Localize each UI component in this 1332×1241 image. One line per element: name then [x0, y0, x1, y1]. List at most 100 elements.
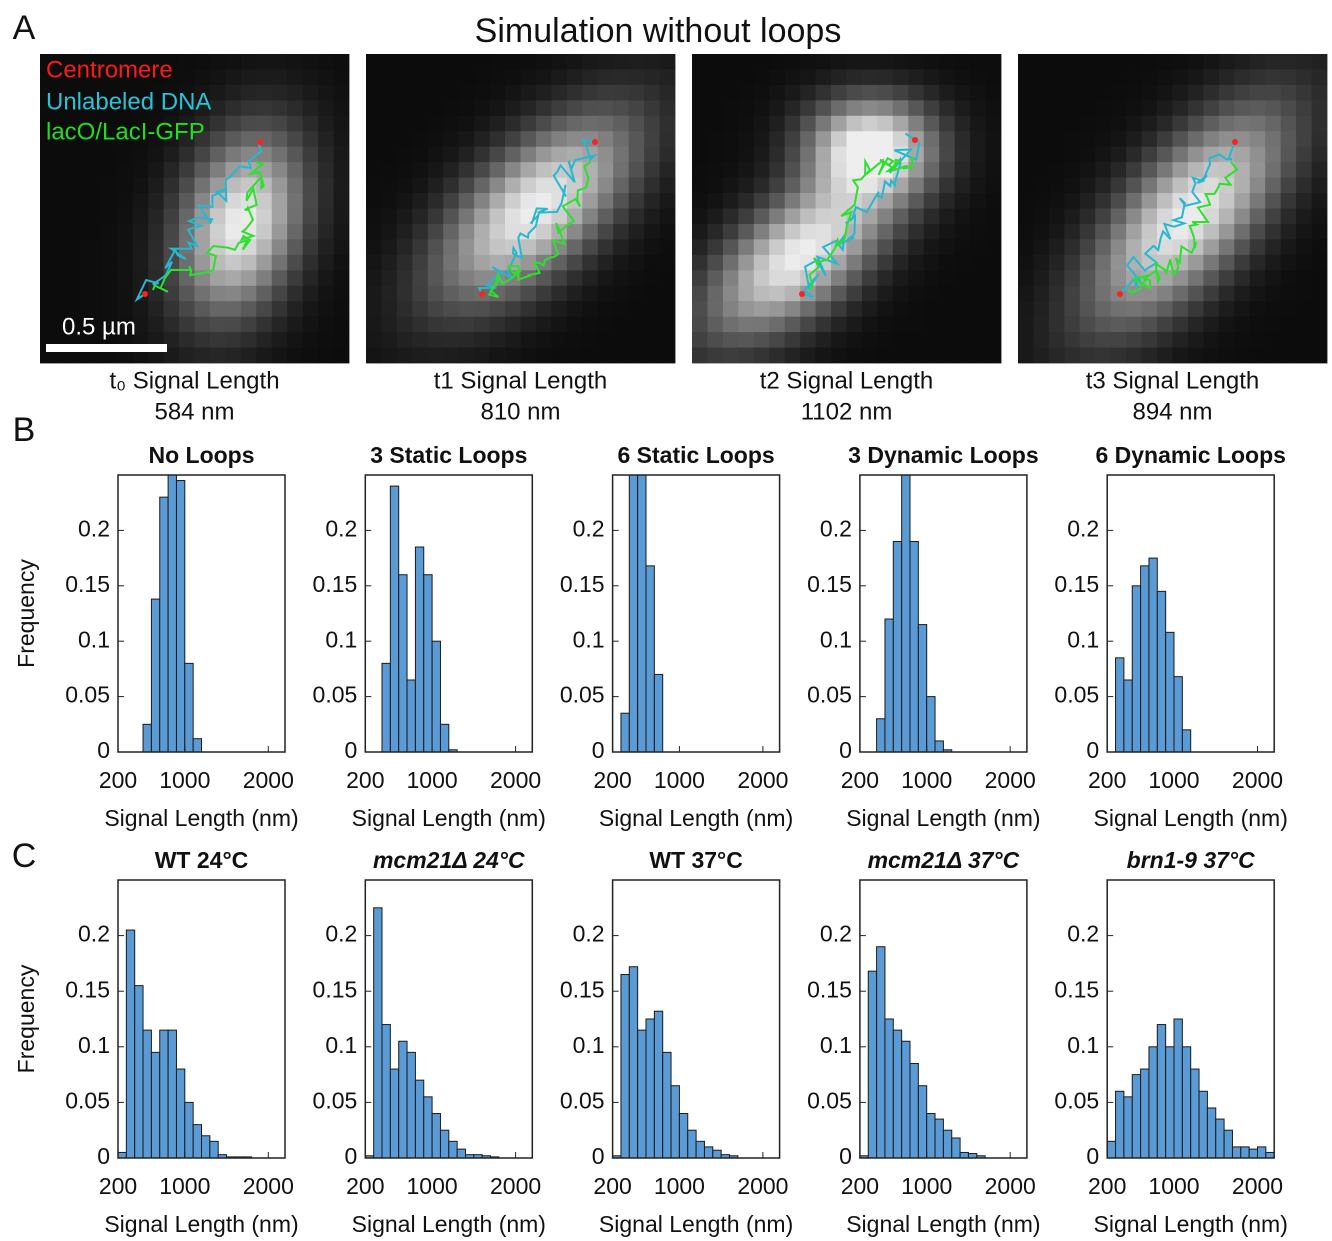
image-pixel — [892, 208, 909, 225]
image-pixel — [366, 208, 382, 225]
image-pixel — [1048, 347, 1065, 364]
image-pixel — [769, 69, 786, 86]
image-pixel — [722, 193, 739, 209]
image-pixel — [412, 131, 429, 148]
image-pixel — [535, 54, 552, 70]
image-pixel — [333, 84, 350, 101]
image-pixel — [489, 316, 506, 333]
image-pixel — [985, 254, 1002, 271]
image-pixel — [443, 69, 460, 86]
image-pixel — [1172, 332, 1189, 348]
image-pixel — [939, 100, 956, 117]
image-pixel — [892, 285, 909, 302]
image-pixel — [1265, 332, 1282, 348]
y-tick-label: 0.1 — [325, 626, 357, 652]
image-pixel — [1064, 239, 1081, 256]
image-pixel — [613, 254, 630, 271]
image-pixel — [1141, 270, 1158, 287]
image-pixel — [985, 301, 1002, 318]
image-pixel — [800, 100, 816, 117]
image-pixel — [954, 100, 971, 117]
image-pixel — [1018, 332, 1034, 348]
x-tick-label: 200 — [1088, 1173, 1126, 1199]
image-pixel — [458, 270, 475, 287]
image-pixel — [800, 316, 816, 333]
image-pixel — [738, 301, 755, 318]
image-pixel — [163, 69, 180, 86]
image-pixel — [1079, 146, 1096, 163]
image-pixel — [566, 115, 583, 132]
image-pixel — [474, 301, 490, 318]
image-pixel — [1064, 301, 1081, 318]
image-pixel — [1234, 301, 1251, 318]
caption: t₀ Signal Length — [109, 367, 279, 394]
image-pixel — [923, 84, 940, 101]
image-pixel — [225, 193, 242, 209]
image-pixel — [209, 316, 226, 333]
image-pixel — [1280, 69, 1297, 86]
panel-label: C — [12, 837, 37, 875]
image-pixel — [535, 162, 552, 178]
image-pixel — [70, 270, 87, 287]
image-pixel — [954, 115, 971, 132]
image-pixel — [1110, 223, 1127, 240]
image-pixel — [225, 332, 242, 348]
bar — [431, 640, 441, 753]
image-pixel — [474, 347, 490, 364]
image-pixel — [551, 69, 568, 86]
image-pixel — [148, 115, 164, 132]
y-tick-label: 0.15 — [65, 571, 110, 597]
image-pixel — [194, 177, 211, 194]
image-pixel — [505, 301, 521, 318]
image-pixel — [132, 84, 149, 101]
image-pixel — [628, 347, 645, 364]
image-pixel — [1280, 208, 1297, 225]
image-pixel — [179, 162, 195, 178]
bar — [645, 1018, 655, 1159]
image-pixel — [861, 100, 878, 117]
image-pixel — [535, 84, 552, 101]
image-pixel — [117, 54, 134, 70]
image-pixel — [1265, 193, 1282, 209]
image-pixel — [597, 254, 614, 271]
image-pixel — [86, 316, 103, 333]
image-pixel — [1311, 270, 1328, 287]
image-pixel — [1296, 54, 1312, 70]
image-pixel — [846, 162, 863, 178]
image-pixel — [489, 131, 506, 148]
image-pixel — [381, 100, 398, 117]
image-pixel — [1296, 162, 1312, 178]
y-tick-label: 0.1 — [1067, 1032, 1099, 1058]
image-pixel — [1033, 332, 1050, 348]
axes-box — [364, 879, 534, 1159]
image-pixel — [209, 254, 226, 271]
image-pixel — [551, 100, 568, 117]
image-pixel — [163, 100, 180, 117]
image-pixel — [1249, 301, 1266, 318]
image-pixel — [1157, 146, 1173, 163]
image-pixel — [659, 301, 676, 318]
image-pixel — [1157, 162, 1173, 178]
image-pixel — [985, 146, 1002, 163]
bar — [628, 966, 639, 1159]
image-pixel — [427, 84, 444, 101]
image-pixel — [722, 146, 739, 163]
y-tick-label: 0.2 — [573, 515, 605, 541]
image-pixel — [892, 223, 909, 240]
image-pixel — [644, 177, 660, 194]
image-pixel — [86, 285, 103, 302]
bar — [439, 1129, 450, 1159]
image-pixel — [194, 239, 211, 256]
image-pixel — [1141, 254, 1158, 271]
image-pixel — [70, 193, 87, 209]
image-pixel — [613, 347, 630, 364]
image-pixel — [738, 332, 755, 348]
image-pixel — [427, 270, 444, 287]
image-pixel — [1311, 285, 1328, 302]
image-pixel — [753, 54, 770, 70]
x-tick-label: 200 — [593, 767, 631, 793]
image-pixel — [659, 115, 676, 132]
image-pixel — [707, 347, 724, 364]
y-tick-label: 0.05 — [65, 1087, 110, 1113]
image-pixel — [738, 316, 755, 333]
